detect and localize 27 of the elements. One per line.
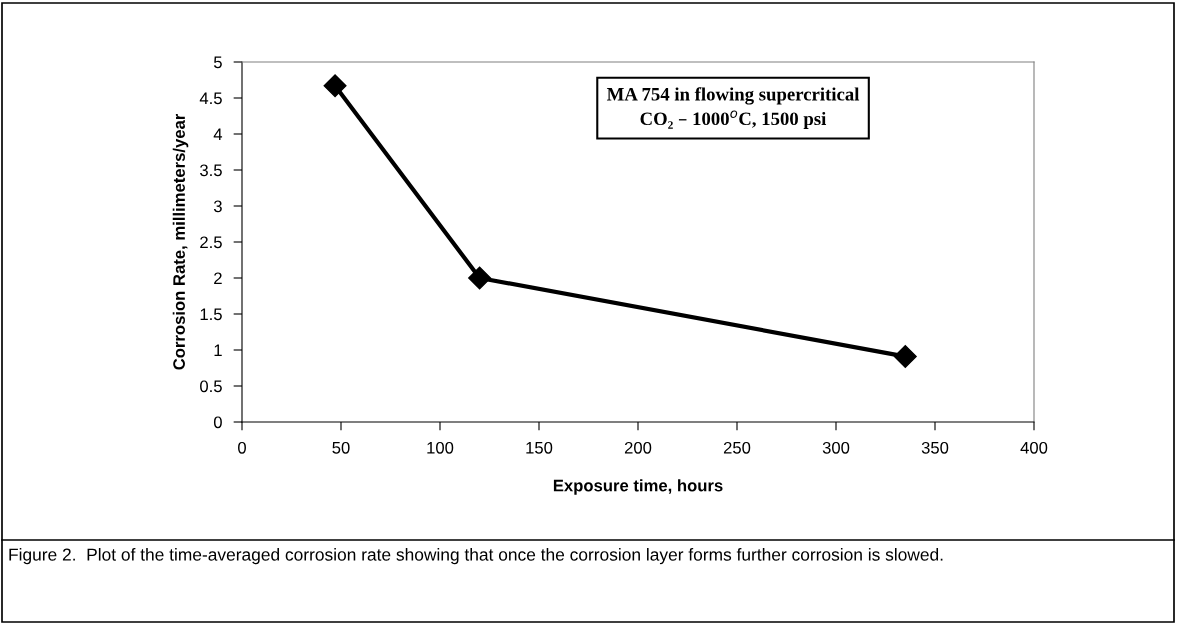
- y-tick-label: 0: [213, 416, 222, 429]
- point: [893, 344, 917, 368]
- y-tick-label: 1.5: [200, 308, 222, 321]
- caption: Figure 2. Plot of the time-averaged corrosion rate showing that once the corrosion layer forms further corrosion is slowed.: [9, 548, 943, 565]
- point: [323, 74, 347, 98]
- point: [468, 266, 492, 290]
- y-axis-title: Corrosion Rate, millimeters/year: [172, 113, 189, 370]
- y-tick-label: 4.5: [199, 92, 222, 105]
- y-tick-label: 0.5: [200, 380, 222, 393]
- x-tick-label: 100: [427, 441, 454, 454]
- y-tick-label: 1: [214, 344, 222, 357]
- y-tick-label: 5: [213, 56, 222, 69]
- x-tick-label: 350: [921, 441, 949, 454]
- x-tick-label: 400: [1020, 441, 1048, 454]
- y-tick-label: 2.5: [200, 236, 222, 249]
- y-tick-label: 4: [213, 128, 223, 141]
- x-tick-label: 200: [624, 441, 652, 454]
- y-tick-label: 3: [213, 200, 222, 213]
- x-tick-label: 300: [822, 441, 850, 454]
- y-tick-label: 3.5: [200, 164, 222, 177]
- annotation: MA 754 in flowing supercritical CO₂ – 1000$^{o}$C, 1500 psi: [606, 87, 860, 129]
- x-tick-label: 250: [723, 441, 751, 454]
- x-tick-label: 50: [332, 441, 350, 454]
- x-tick-label: 150: [526, 441, 553, 454]
- x-tick-label: 0: [238, 441, 246, 454]
- x-axis-title: Exposure time, hours: [553, 479, 723, 495]
- y-tick-label: 2: [214, 272, 222, 285]
